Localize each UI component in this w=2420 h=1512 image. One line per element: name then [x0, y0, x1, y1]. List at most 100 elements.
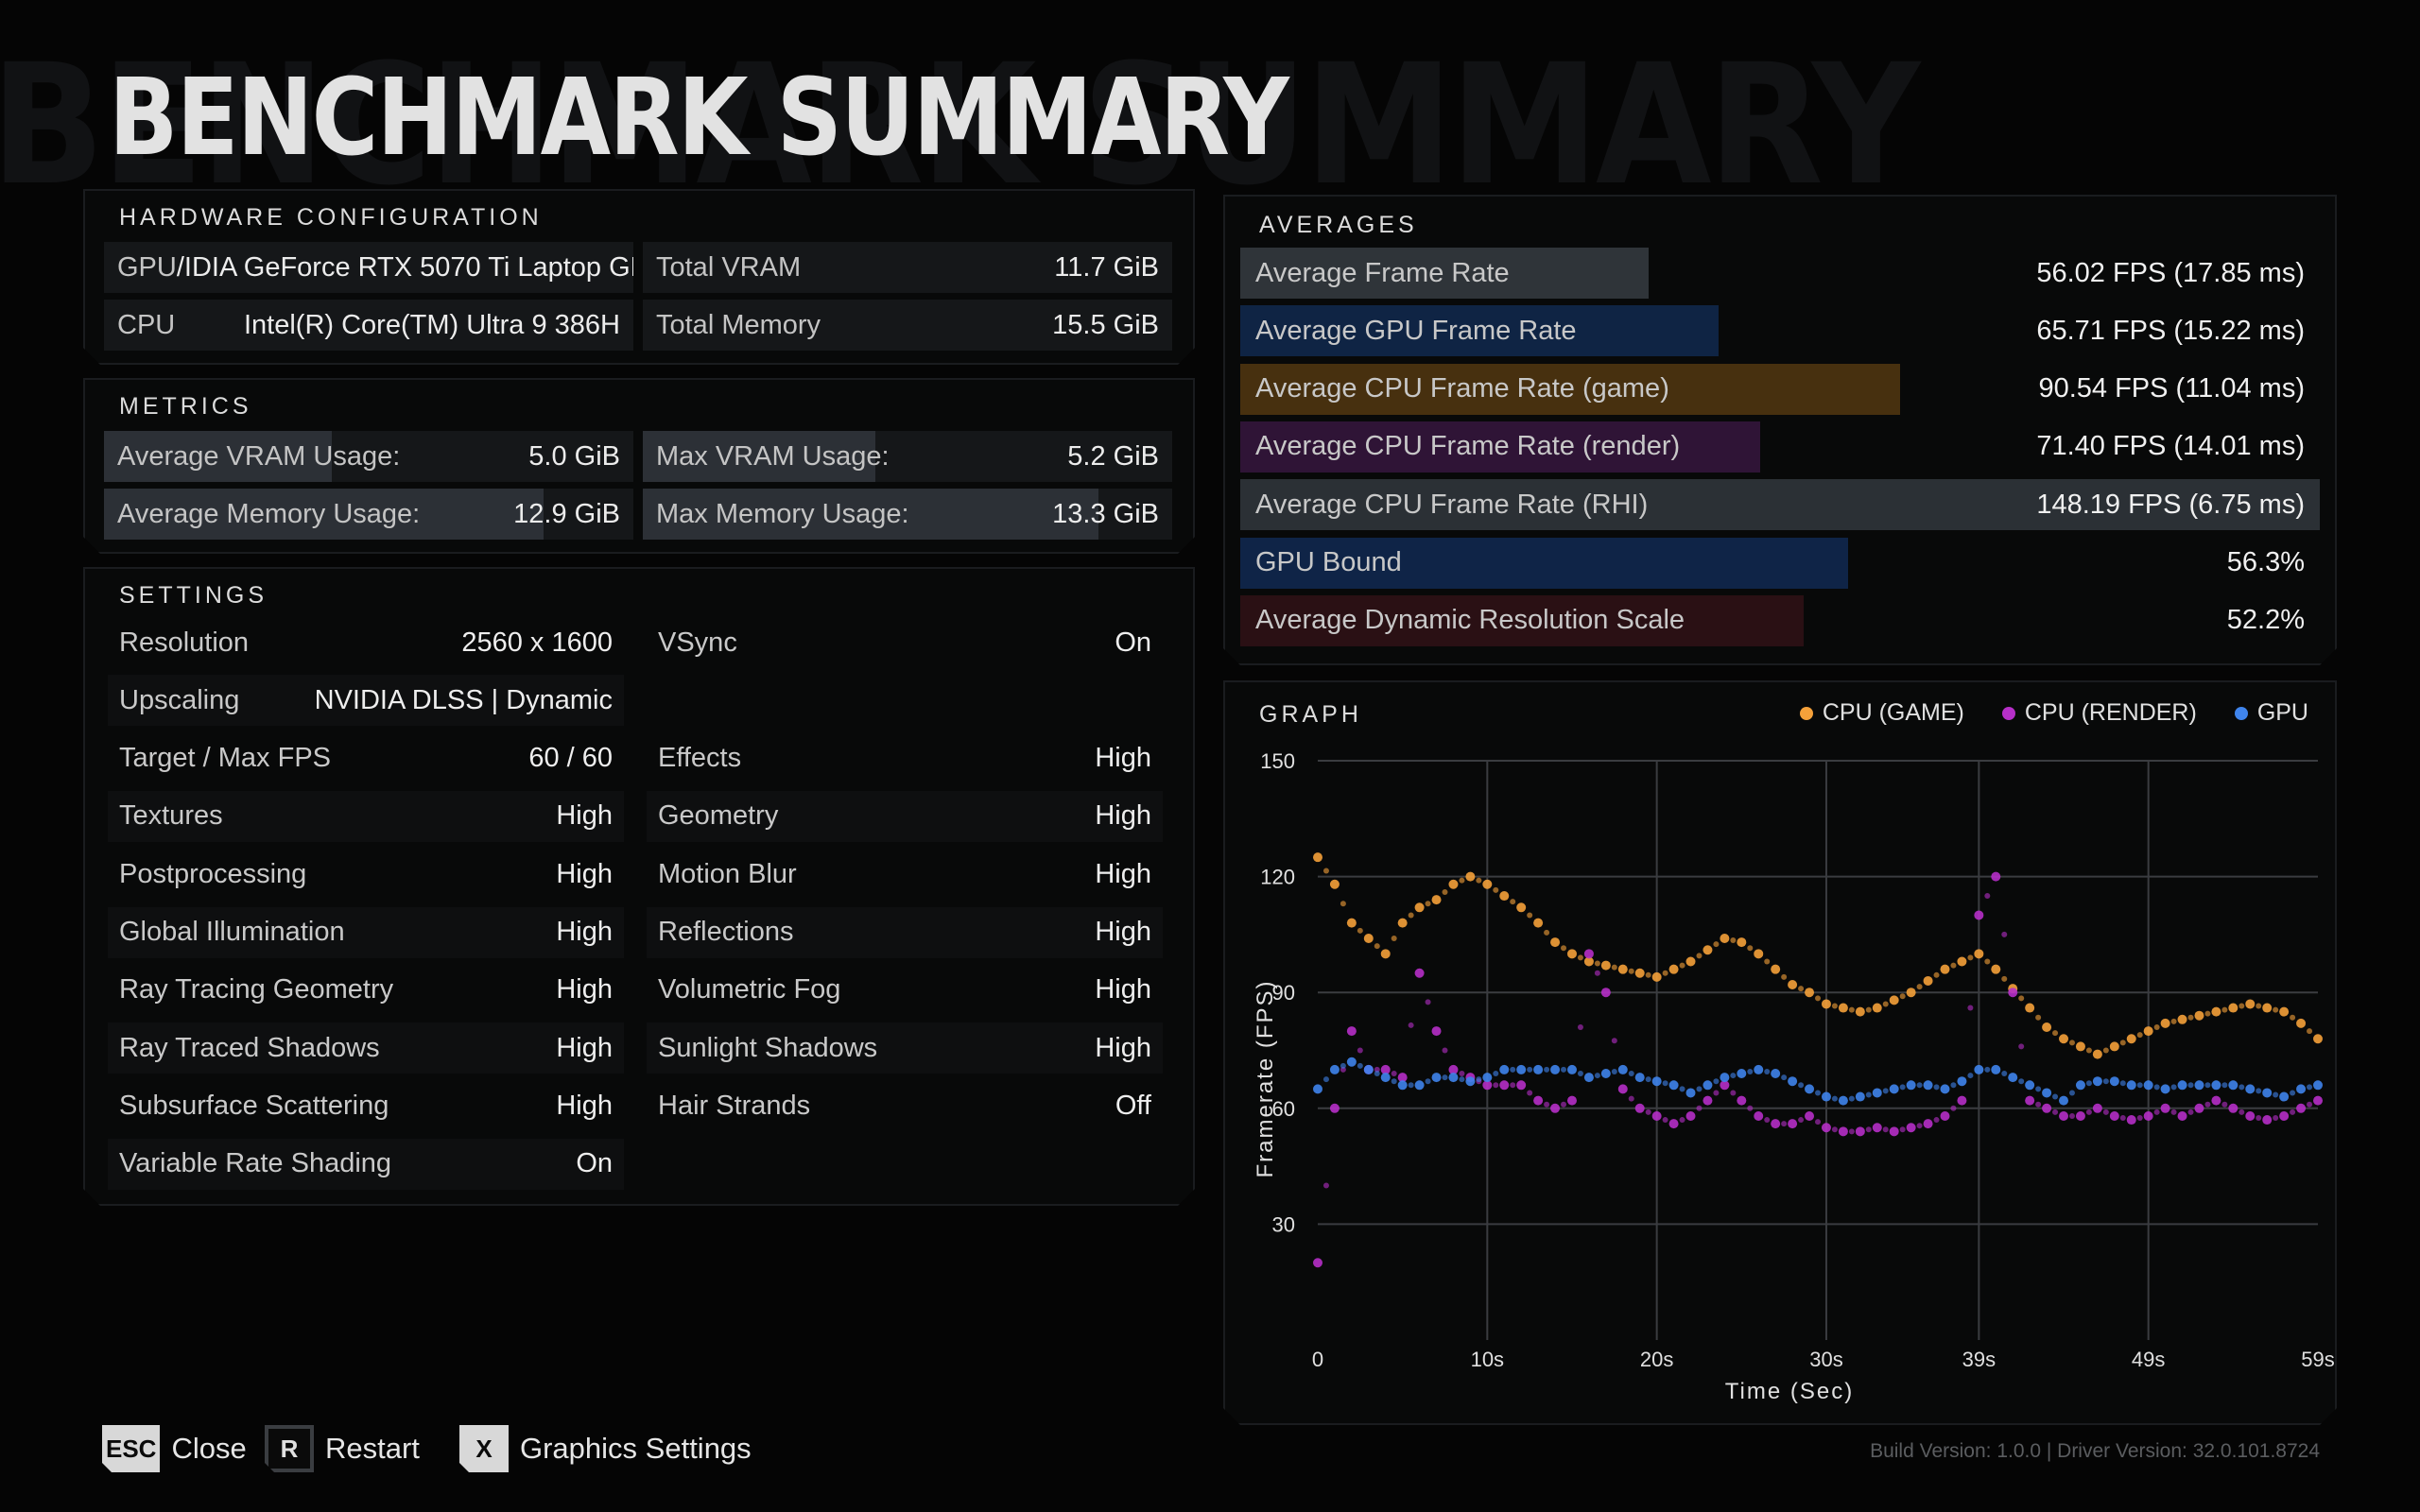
x-key-icon: X: [459, 1425, 509, 1472]
setting-label: Ray Traced Shadows: [119, 1032, 380, 1063]
settings-row: Reflections High: [647, 906, 1163, 958]
setting-value: 60 / 60: [528, 743, 613, 774]
total-vram-value: 11.7 GiB: [1054, 251, 1159, 283]
averages-section-label: AVERAGES: [1259, 212, 1418, 238]
setting-value: High: [556, 858, 613, 889]
settings-row: Volumetric Fog High: [647, 965, 1163, 1016]
max-vram-usage: Max VRAM Usage: 5.2 GiB: [643, 431, 1172, 482]
average-bar: [1240, 594, 1805, 646]
setting-label: Effects: [658, 743, 742, 774]
avg-memory-usage: Average Memory Usage: 12.9 GiB: [104, 489, 633, 540]
avg-vram-usage-bar: [104, 431, 332, 482]
avg-memory-usage-value: 12.9 GiB: [513, 498, 620, 529]
gpu-cell: GPU /IDIA GeForce RTX 5070 Ti Laptop GPU: [104, 242, 633, 293]
restart-label: Restart: [325, 1432, 420, 1465]
setting-value: High: [1095, 858, 1151, 889]
setting-value: High: [1095, 974, 1151, 1005]
settings-row: Variable Rate Shading On: [108, 1138, 624, 1190]
setting-label: Reflections: [658, 917, 794, 947]
settings-row: Effects High: [647, 733, 1163, 784]
settings-row: Motion Blur High: [647, 849, 1163, 900]
graphics-settings-button[interactable]: X Graphics Settings: [459, 1425, 752, 1472]
average-row: Average CPU Frame Rate (RHI) 148.19 FPS (…: [1240, 479, 2320, 531]
setting-label: VSync: [658, 627, 737, 658]
total-vram-label: Total VRAM: [656, 251, 802, 283]
r-key-icon: R: [265, 1425, 314, 1472]
setting-value: High: [1095, 800, 1151, 832]
settings-row: Resolution 2560 x 1600: [108, 617, 624, 668]
setting-label: Motion Blur: [658, 858, 797, 889]
setting-label: Target / Max FPS: [119, 743, 332, 774]
setting-value: High: [556, 917, 613, 947]
setting-value: High: [556, 1090, 613, 1121]
average-row: Average GPU Frame Rate 65.71 FPS (15.22 m…: [1240, 305, 2320, 357]
setting-label: Postprocessing: [119, 858, 307, 889]
legend-label-gpu: GPU: [2256, 699, 2308, 726]
settings-row: Subsurface Scattering High: [108, 1080, 624, 1131]
legend-dot-cpu-render: [2001, 706, 2015, 720]
average-label: Average Dynamic Resolution Scale: [1255, 605, 1685, 636]
page-title: BENCHMARK SUMMARY: [109, 57, 1289, 180]
setting-label: Geometry: [658, 800, 779, 832]
settings-row: [647, 675, 1163, 726]
close-button[interactable]: ESC Close: [102, 1425, 247, 1472]
average-row: Average Dynamic Resolution Scale 52.2%: [1240, 594, 2320, 646]
average-bar: [1240, 305, 1719, 357]
setting-label: Variable Rate Shading: [119, 1148, 392, 1179]
average-label: Average CPU Frame Rate (RHI): [1255, 489, 1649, 520]
max-vram-usage-bar: [643, 431, 876, 482]
legend-item-cpu-game: CPU (GAME): [1799, 699, 1964, 727]
average-value: 90.54 FPS (11.04 ms): [2038, 373, 2305, 404]
average-bar: [1240, 479, 2320, 531]
vram-cell: Total VRAM 11.7 GiB: [643, 242, 1172, 293]
graph-panel: [1223, 680, 2337, 1425]
average-row: Average CPU Frame Rate (game) 90.54 FPS (…: [1240, 363, 2320, 415]
average-bar: [1240, 537, 1848, 589]
settings-panel: [83, 567, 1195, 1206]
setting-value: High: [1095, 917, 1151, 947]
max-vram-usage-label: Max VRAM Usage:: [656, 440, 890, 472]
setting-label: Global Illumination: [119, 917, 345, 947]
average-bar: [1240, 421, 1761, 472]
avg-vram-usage: Average VRAM Usage: 5.0 GiB: [104, 431, 633, 482]
cpu-cell: CPU Intel(R) Core(TM) Ultra 9 386H: [104, 300, 633, 351]
total-memory-value: 15.5 GiB: [1052, 309, 1159, 340]
avg-memory-usage-bar: [104, 489, 544, 540]
setting-value: High: [556, 800, 613, 832]
graph-legend: CPU (GAME) CPU (RENDER) GPU: [1799, 699, 2308, 727]
setting-value: High: [1095, 1032, 1151, 1063]
average-value: 71.40 FPS (14.01 ms): [2036, 431, 2305, 462]
total-memory-label: Total Memory: [656, 309, 821, 340]
esc-key-icon: ESC: [102, 1425, 160, 1472]
average-value: 52.2%: [2226, 605, 2305, 636]
setting-value: NVIDIA DLSS | Dynamic: [314, 684, 613, 715]
settings-row: Global Illumination High: [108, 906, 624, 958]
average-bar: [1240, 248, 1649, 299]
avg-memory-usage-label: Average Memory Usage:: [117, 498, 421, 529]
gpu-label: GPU: [117, 251, 177, 283]
setting-label: Resolution: [119, 627, 250, 658]
settings-row: Textures High: [108, 790, 624, 842]
legend-dot-gpu: [2234, 706, 2248, 720]
settings-row: Geometry High: [647, 790, 1163, 842]
setting-label: Upscaling: [119, 684, 240, 715]
average-bar: [1240, 363, 1900, 415]
legend-item-gpu: GPU: [2234, 699, 2308, 727]
avg-vram-usage-label: Average VRAM Usage:: [117, 440, 401, 472]
average-row: Average Frame Rate 56.02 FPS (17.85 ms): [1240, 248, 2320, 299]
average-label: Average CPU Frame Rate (render): [1255, 431, 1681, 462]
max-memory-usage-label: Max Memory Usage:: [656, 498, 909, 529]
settings-row: Hair Strands Off: [647, 1080, 1163, 1131]
average-row: GPU Bound 56.3%: [1240, 537, 2320, 589]
settings-row: Target / Max FPS 60 / 60: [108, 733, 624, 784]
legend-dot-cpu-game: [1799, 706, 1813, 720]
restart-button[interactable]: R Restart: [265, 1425, 420, 1472]
settings-row: Postprocessing High: [108, 849, 624, 900]
setting-value: High: [556, 1032, 613, 1063]
settings-row: Ray Tracing Geometry High: [108, 965, 624, 1016]
metrics-section-label: METRICS: [119, 393, 252, 420]
setting-value: Off: [1115, 1090, 1151, 1121]
max-memory-usage-bar: [643, 489, 1098, 540]
hardware-section-label: HARDWARE CONFIGURATION: [119, 204, 543, 231]
settings-row: VSync On: [647, 617, 1163, 668]
